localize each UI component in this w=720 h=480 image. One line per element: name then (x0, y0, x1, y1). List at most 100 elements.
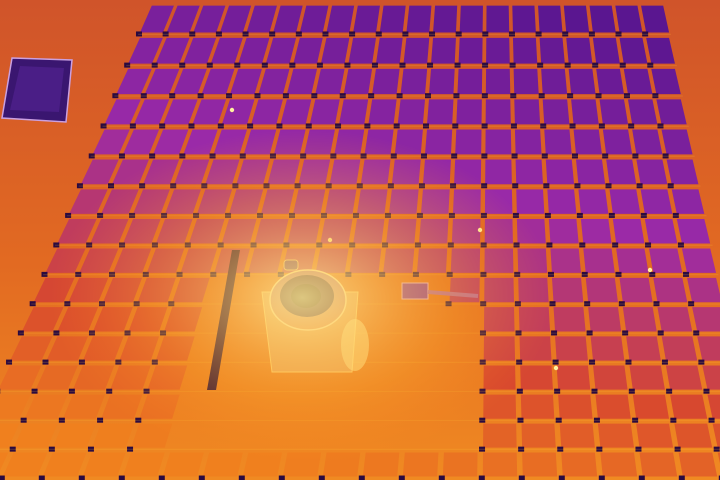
solar-panel (293, 189, 326, 214)
solar-panel (578, 189, 609, 214)
panel-clip (318, 475, 325, 480)
solar-panel (541, 68, 568, 95)
solar-panel (202, 452, 243, 477)
solar-panel (520, 394, 555, 419)
solar-panel (431, 37, 456, 64)
solar-panel (593, 365, 628, 390)
solar-panel (553, 307, 586, 332)
solar-panel (379, 5, 406, 33)
panel-clip (678, 475, 685, 480)
solar-panel (542, 99, 570, 125)
panel-clip (518, 475, 525, 480)
panel-clip (598, 475, 605, 480)
solar-panel (636, 159, 668, 185)
solar-panel (644, 218, 678, 244)
solar-panel (550, 248, 582, 273)
solar-panel (606, 159, 637, 185)
panel-clip (198, 475, 205, 480)
solar-panel (619, 277, 653, 303)
hot-speck (553, 365, 559, 371)
solar-panel (547, 189, 577, 214)
solar-panel (329, 159, 361, 185)
solar-panel (482, 452, 518, 477)
solar-panel (426, 99, 454, 125)
solar-panel (627, 99, 658, 125)
solar-panel (687, 277, 720, 303)
solar-panel (512, 37, 538, 64)
solar-panel (242, 452, 283, 477)
solar-panel (592, 37, 620, 64)
solar-panel (360, 159, 391, 185)
solar-panel (665, 365, 703, 390)
roof-drain-opening (291, 284, 321, 308)
solar-panel (596, 68, 624, 95)
solar-panel (632, 129, 663, 155)
solar-panel (483, 307, 515, 332)
solar-panel (551, 277, 584, 303)
solar-panel (561, 452, 598, 477)
solar-panel (670, 394, 708, 419)
solar-panel (626, 336, 661, 361)
hot-speck (327, 237, 333, 243)
solar-panel (383, 248, 415, 273)
solar-panel (522, 452, 558, 477)
hot-spot (341, 319, 369, 371)
solar-panel (343, 68, 373, 95)
panel-clip (638, 475, 645, 480)
solar-panel (516, 218, 546, 244)
solar-panel (518, 277, 549, 303)
solar-panel (573, 129, 602, 155)
solar-panel (485, 159, 512, 185)
solar-panel (566, 37, 593, 64)
solar-panel (451, 218, 481, 244)
solar-panel (484, 218, 513, 244)
solar-panel (486, 5, 510, 33)
solar-panel (571, 99, 599, 125)
panel-clip (158, 475, 165, 480)
solar-panel (519, 336, 552, 361)
solar-panel (368, 99, 397, 125)
solar-panel (403, 37, 430, 64)
solar-panel (653, 277, 688, 303)
solar-panel (391, 159, 421, 185)
solar-panel (334, 129, 365, 155)
solar-panel (485, 99, 511, 125)
solar-panel (450, 248, 481, 273)
solar-panel (484, 277, 515, 303)
drain-clamp (283, 259, 299, 271)
solar-panel (348, 37, 377, 64)
solar-panel (349, 248, 382, 273)
solar-panel (394, 129, 423, 155)
solar-panel (649, 248, 683, 273)
solar-panel (483, 336, 516, 361)
solar-panel (676, 218, 711, 244)
solar-panel (514, 99, 541, 125)
panel-clip (398, 475, 405, 480)
solar-panel (372, 68, 400, 95)
solar-panel (484, 189, 513, 214)
solar-panel (483, 423, 517, 448)
solar-panel (455, 129, 482, 155)
solar-panel (356, 189, 388, 214)
solar-panel (678, 452, 718, 477)
solar-panel (563, 5, 590, 33)
solar-panel (657, 307, 693, 332)
panel-clip (358, 475, 365, 480)
solar-panel (433, 5, 458, 33)
solar-panel (442, 452, 478, 477)
solar-panel (375, 37, 403, 64)
panel-clip (78, 475, 85, 480)
panel-clip (0, 475, 5, 480)
solar-panel (636, 423, 674, 448)
solar-panel (339, 99, 369, 125)
panel-clip (478, 475, 485, 480)
panel-clip (238, 475, 245, 480)
solar-panel (595, 394, 631, 419)
solar-panel (590, 336, 625, 361)
solar-panel (622, 307, 657, 332)
solar-panel (538, 5, 563, 33)
solar-panel (282, 452, 322, 477)
solar-panel (623, 68, 653, 95)
conduit-box (401, 282, 429, 300)
